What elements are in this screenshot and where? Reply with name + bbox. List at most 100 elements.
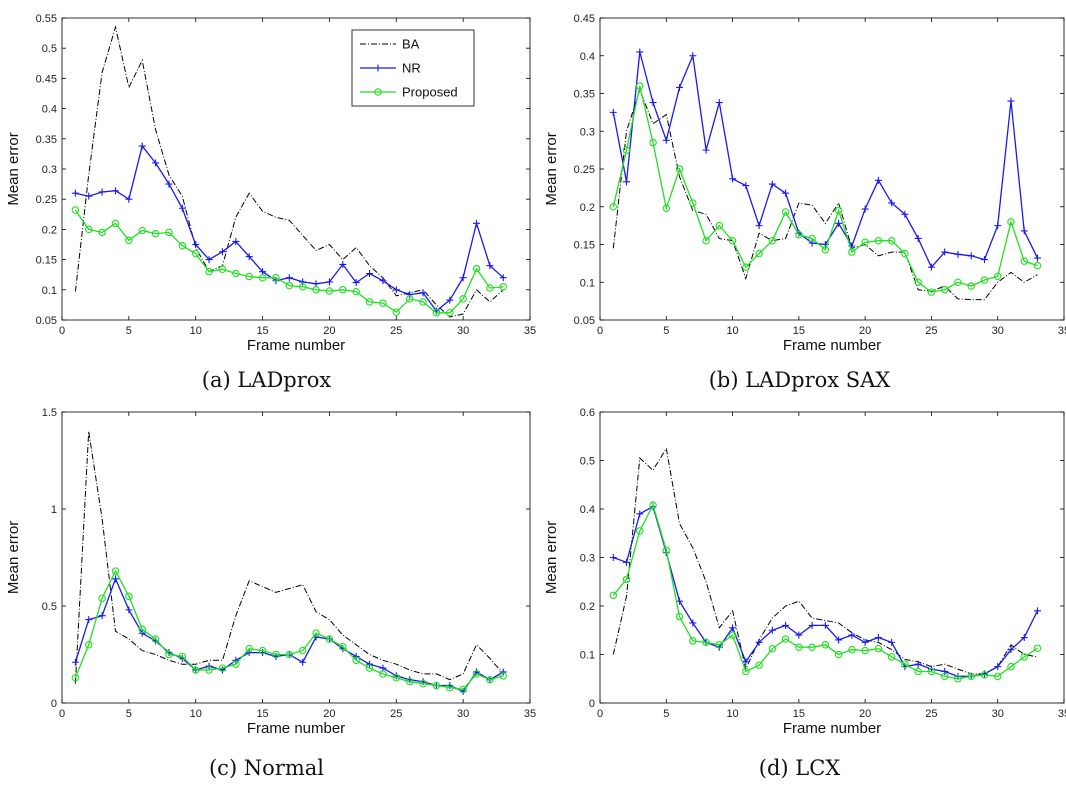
point-proposed [821,641,830,649]
point-nr [138,142,146,150]
point-proposed [808,234,816,243]
y-tick-label: 0.1 [580,650,595,662]
point-nr [676,83,684,91]
x-tick-label: 0 [59,325,65,337]
x-tick-label: 30 [457,325,469,337]
y-tick-label: 0.35 [36,134,57,146]
point-proposed [472,670,481,678]
point-proposed [486,675,494,684]
point-nr [636,48,644,56]
x-tick-label: 15 [793,708,805,720]
point-nr [980,256,988,264]
point-proposed [446,309,454,317]
y-tick-label: 0.3 [580,553,595,565]
x-tick-label: 5 [663,325,669,337]
panel-b: 0 5 10 15 20 25 30 35 0.05 0.1 0.15 0.2 0.25 0.3 0.35 0… [533,0,1066,394]
point-nr [232,656,240,664]
point-nr [111,575,119,583]
point-proposed [1007,662,1015,671]
point-nr [861,638,869,646]
y-axis-label: Mean error [5,132,22,205]
point-proposed [218,265,227,274]
x-axis-label: Frame number [247,337,345,354]
point-proposed [795,643,803,651]
y-tick-label: 0.45 [36,73,57,85]
series-line-nr [613,505,1039,677]
point-proposed [702,236,710,245]
point-proposed [954,278,962,286]
point-nr [662,136,670,144]
point-nr [392,286,400,294]
point-proposed [325,287,334,295]
point-proposed [138,226,146,235]
point-proposed [258,646,267,655]
point-nr [205,662,213,670]
y-tick-label: 0.2 [42,224,57,236]
point-nr [366,660,374,668]
x-tick-label: 20 [323,325,335,337]
point-proposed [459,295,467,303]
point-proposed [954,674,962,683]
point-proposed [365,298,374,306]
point-proposed [232,660,240,668]
point-proposed [499,672,508,680]
point-proposed [887,653,896,661]
point-nr [715,99,723,107]
point-nr [967,252,975,260]
point-nr [954,250,962,258]
chart-b: 0 5 10 15 20 25 30 35 0.05 0.1 0.15 0.2 0.25 0.3 0.35 0… [543,13,1066,354]
point-nr [71,189,79,197]
point-nr [795,229,803,237]
y-tick-label: 0.05 [574,315,595,327]
point-nr [285,274,293,282]
plot-frame [61,411,531,704]
point-nr [861,205,869,213]
point-proposed [285,650,294,659]
point-proposed [352,656,360,665]
point-proposed [191,249,200,258]
y-tick-label: 1 [51,504,57,516]
x-tick-label: 25 [390,325,402,337]
panel-d: 0 5 10 15 20 25 30 35 0 0.1 0.2 0.3 0.4 0.5 0.6 Frame n… [533,394,1066,788]
point-proposed [702,638,710,647]
point-nr [245,253,253,261]
point-proposed [339,286,347,294]
point-proposed [927,288,936,296]
point-nr [299,658,307,666]
point-proposed [887,236,896,245]
point-nr [729,624,737,632]
point-proposed [967,282,975,290]
point-proposed [84,225,93,234]
point-proposed [272,650,280,659]
series-proposed [71,206,508,317]
point-nr [152,159,160,167]
point-nr [623,558,631,566]
point-nr [446,296,454,304]
series-nr [71,575,507,695]
y-tick-label: 0 [51,698,57,710]
point-nr [459,274,467,282]
point-nr [98,188,106,196]
y-tick-label: 0.5 [42,601,57,613]
point-proposed [472,264,481,273]
point-proposed [138,625,146,634]
y-axis-label: Mean error [5,521,22,594]
point-proposed [795,230,803,239]
point-proposed [1033,261,1042,270]
point-proposed [1020,653,1028,661]
series-ba [612,88,1038,301]
point-proposed [980,276,989,284]
y-tick-label: 0.2 [580,601,595,613]
x-tick-label: 35 [1058,708,1066,720]
point-proposed [662,546,671,554]
y-tick-label: 0.3 [580,126,595,138]
y-axis-label: Mean error [543,521,560,594]
series-proposed [609,82,1042,296]
point-nr [1033,607,1041,615]
point-proposed [84,641,93,649]
point-proposed [178,241,187,250]
x-tick-label: 25 [925,325,937,337]
series-proposed [71,567,508,694]
point-nr [1007,97,1015,105]
point-proposed [205,666,213,674]
